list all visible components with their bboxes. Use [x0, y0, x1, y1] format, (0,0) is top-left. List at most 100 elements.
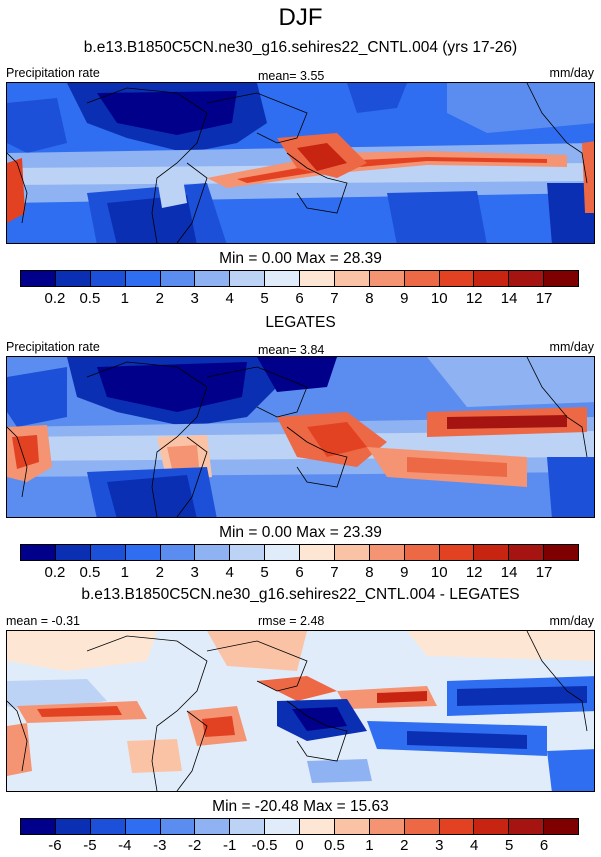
panel1-map [6, 82, 595, 244]
panel3-tick-label: -3 [153, 837, 167, 854]
panel1-tick-label: 7 [330, 290, 339, 307]
panel2-colorbar-swatch [230, 545, 266, 560]
panel1-colorbar-swatch [509, 271, 545, 286]
panel3-mean-label: mean = -0.31 [6, 614, 81, 628]
panel3-colorbar [20, 818, 579, 835]
panel1-tick-label: 17 [535, 290, 553, 307]
panel1-colorbar-swatch [90, 271, 126, 286]
panel2-tick-label: 7 [330, 564, 339, 581]
panel3-tick-label: 4 [470, 837, 479, 854]
panel1-colorbar-ticks: 0.2 0.5 1 2 3 4 5 6 7 8 9 10 12 14 17 [20, 290, 579, 308]
panel2-minmax: Min = 0.00 Max = 23.39 [219, 524, 382, 541]
panel2-colorbar-swatch [439, 545, 475, 560]
panel1-mean-label: mean= 3.55 [258, 69, 325, 83]
panel2-tick-label: 0.5 [79, 564, 101, 581]
panel1-tick-label: 0.2 [44, 290, 66, 307]
panel3-tick-label: 5 [504, 837, 514, 854]
panel2-tick-label: 6 [295, 564, 304, 581]
panel2-map [6, 356, 595, 518]
panel3-colorbar-swatch [544, 819, 578, 834]
panel1-colorbar-swatch [265, 271, 300, 286]
panel2-tick-label: 3 [190, 564, 199, 581]
figure-title: DJF [278, 4, 323, 31]
panel3-rmse-label: rmse = 2.48 [258, 614, 325, 628]
panel3-colorbar-swatch [404, 819, 440, 834]
panel1-colorbar-swatch [369, 271, 405, 286]
panel1-tick-label: 14 [500, 290, 518, 307]
panel1-tick-label: 12 [465, 290, 483, 307]
panel2-tick-label: 5 [260, 564, 269, 581]
panel3-tick-label: 0 [295, 837, 304, 854]
panel3-minmax: Min = -20.48 Max = 15.63 [212, 798, 389, 815]
panel2-colorbar-swatch [90, 545, 126, 560]
panel1-colorbar-swatch [55, 271, 91, 286]
panel1-title: b.e13.B1850C5CN.ne30_g16.sehires22_CNTL.… [83, 39, 518, 56]
panel2-tick-label: 14 [500, 564, 518, 581]
panel3-tick-label: -5 [83, 837, 97, 854]
panel1-colorbar-swatch [474, 271, 510, 286]
panel2-tick-label: 12 [465, 564, 483, 581]
panel2-colorbar-swatch [300, 545, 335, 560]
panel2-colorbar-swatch [160, 545, 196, 560]
panel2-colorbar-swatch [334, 545, 370, 560]
panel3-colorbar-swatch [300, 819, 335, 834]
panel3-colorbar-swatch [369, 819, 405, 834]
panel3-colorbar-swatch [90, 819, 126, 834]
panel1-tick-label: 4 [225, 290, 234, 307]
panel2-colorbar-swatch [474, 545, 510, 560]
panel3-tick-label: -6 [48, 837, 62, 854]
panel1-colorbar-swatch [439, 271, 475, 286]
panel2-colorbar-swatch [404, 545, 440, 560]
panel3-tick-label: 0.5 [324, 837, 345, 854]
panel1-variable-label: Precipitation rate [6, 66, 100, 80]
panel3-tick-label: -1 [222, 837, 237, 854]
panel1-colorbar-swatch [544, 271, 578, 286]
panel1-tick-label: 6 [295, 290, 304, 307]
panel1-colorbar-swatch [195, 271, 231, 286]
panel1-colorbar-swatch [404, 271, 440, 286]
panel3-tick-label: -0.5 [251, 837, 278, 854]
panel3-colorbar-swatch [230, 819, 266, 834]
panel3-colorbar-swatch [55, 819, 91, 834]
panel1-colorbar-swatch [160, 271, 196, 286]
panel1-minmax: Min = 0.00 Max = 28.39 [219, 250, 382, 267]
panel2-tick-label: 4 [225, 564, 234, 581]
panel2-colorbar-swatch [265, 545, 300, 560]
panel2-tick-label: 8 [365, 564, 374, 581]
panel3-title: b.e13.B1850C5CN.ne30_g16.sehires22_CNTL.… [81, 586, 520, 603]
panel3-tick-label: -2 [188, 837, 202, 854]
panel3-units-label: mm/day [549, 614, 594, 628]
panel1-tick-label: 3 [190, 290, 199, 307]
panel2-colorbar-swatch [55, 545, 91, 560]
panel2-colorbar-swatch [509, 545, 545, 560]
panel2-tick-label: 17 [535, 564, 553, 581]
panel1-colorbar-swatch [300, 271, 335, 286]
panel1-tick-label: 2 [155, 290, 164, 307]
panel3-colorbar-swatch [439, 819, 475, 834]
panel2-colorbar-swatch [125, 545, 161, 560]
panel2-title: LEGATES [265, 314, 336, 331]
panel1-tick-label: 9 [400, 290, 409, 307]
panel2-tick-label: 1 [120, 564, 129, 581]
panel2-tick-label: 0.2 [44, 564, 66, 581]
panel2-variable-label: Precipitation rate [6, 340, 100, 354]
panel1-colorbar-swatch [334, 271, 370, 286]
panel1-units-label: mm/day [549, 66, 594, 80]
panel3-colorbar-swatch [21, 819, 56, 834]
panel2-mean-label: mean= 3.84 [258, 343, 325, 357]
panel3-colorbar-swatch [265, 819, 300, 834]
panel2-colorbar-swatch [195, 545, 231, 560]
panel3-tick-label: 3 [435, 837, 444, 854]
panel2-colorbar-swatch [21, 545, 56, 560]
panel3-colorbar-swatch [334, 819, 370, 834]
panel2-units-label: mm/day [549, 340, 594, 354]
panel2-colorbar-swatch [369, 545, 405, 560]
panel3-colorbar-swatch [125, 819, 161, 834]
panel3-colorbar-swatch [195, 819, 231, 834]
panel3-tick-label: 1 [365, 837, 374, 854]
panel2-tick-label: 10 [430, 564, 448, 581]
panel1-tick-label: 1 [120, 290, 129, 307]
panel1-tick-label: 0.5 [79, 290, 101, 307]
panel2-colorbar-ticks: 0.2 0.5 1 2 3 4 5 6 7 8 9 10 12 14 17 [20, 564, 579, 582]
panel1-colorbar-swatch [125, 271, 161, 286]
